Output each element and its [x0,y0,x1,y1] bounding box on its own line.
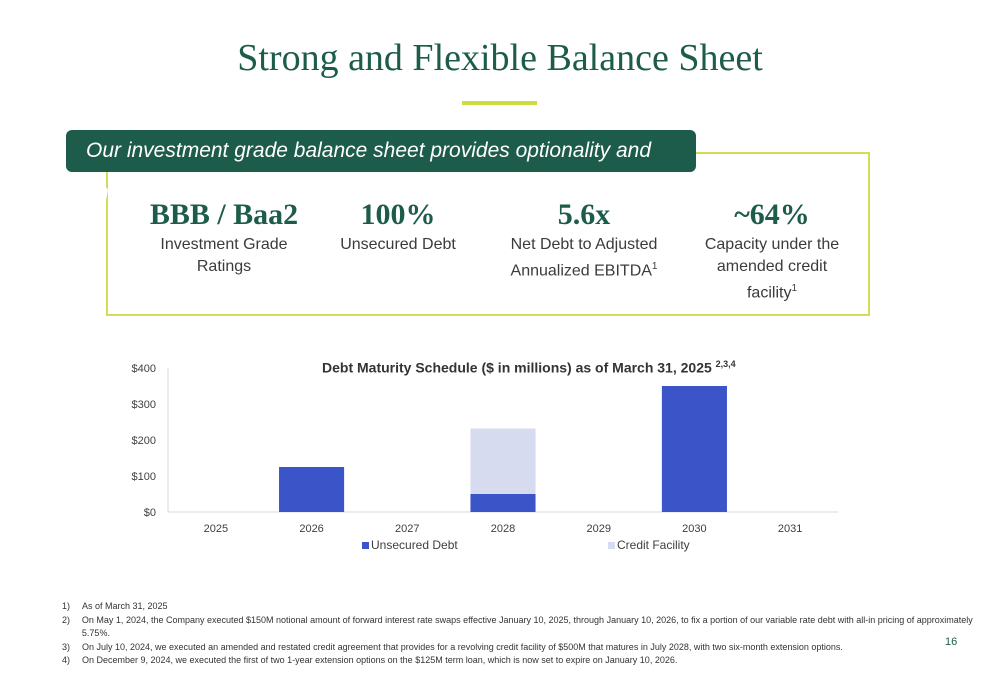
bar-unsecured-debt-2030 [661,386,727,512]
kpi-value: 100% [360,198,436,231]
y-tick-label: $100 [132,471,156,483]
x-tick-label: 2030 [682,523,706,535]
y-tick-label: $200 [132,435,156,447]
banner: Our investment grade balance sheet provi… [66,130,696,204]
legend-credit-facility: Credit Facility [608,538,690,552]
footnote: 3) On July 10, 2024, we executed an amend… [62,641,843,652]
legend-unsecured-debt: Unsecured Debt [362,538,458,552]
bar-credit-facility-2028 [470,428,536,494]
kpi-label: Net Debt to Adjusted Annualized EBITDA1 [510,236,658,280]
x-tick-label: 2031 [778,523,802,535]
kpi-label: Investment Grade Ratings [160,236,288,275]
kpi-value: 5.6x [557,198,611,231]
y-tick-label: $0 [144,507,156,519]
kpi-unsecured: 100% Unsecured Debt [316,198,480,256]
title-underline [462,101,537,105]
bar-unsecured-debt-2026 [279,467,345,512]
page-number: 16 [945,636,958,648]
kpi-ratings: BBB / Baa2 Investment Grade Ratings [136,198,312,278]
footnotes: 1) As of March 31, 2025 2) On May 1, 2024,… [62,600,1000,668]
kpi-value: ~64% [734,198,810,231]
chart-title: Debt Maturity Schedule ($ in millions) a… [322,359,736,376]
x-tick-label: 2026 [299,523,323,535]
x-tick-label: 2028 [491,523,515,535]
kpi-value: BBB / Baa2 [149,198,299,231]
y-tick-label: $300 [132,399,156,411]
x-tick-label: 2025 [204,523,228,535]
bar-unsecured-debt-2028 [470,494,536,512]
footnote: 1) As of March 31, 2025 [62,601,168,611]
kpi-label: Capacity under the amended credit facili… [704,236,840,302]
footnote: 2) On May 1, 2024, the Company executed $… [62,614,973,639]
footnote: 4) On December 9, 2024, we executed the f… [62,655,678,665]
legend-swatch [608,541,615,549]
x-tick-label: 2027 [395,523,419,535]
kpi-label: Unsecured Debt [340,236,456,253]
y-tick-label: $400 [132,363,156,375]
kpi-capacity: ~64% Capacity under the amended credit f… [694,198,850,304]
page-title: Strong and Flexible Balance Sheet [237,37,763,79]
legend-swatch [362,541,369,549]
kpi-leverage: 5.6x Net Debt to Adjusted Annualized EBI… [494,198,674,282]
x-tick-label: 2029 [586,523,610,535]
